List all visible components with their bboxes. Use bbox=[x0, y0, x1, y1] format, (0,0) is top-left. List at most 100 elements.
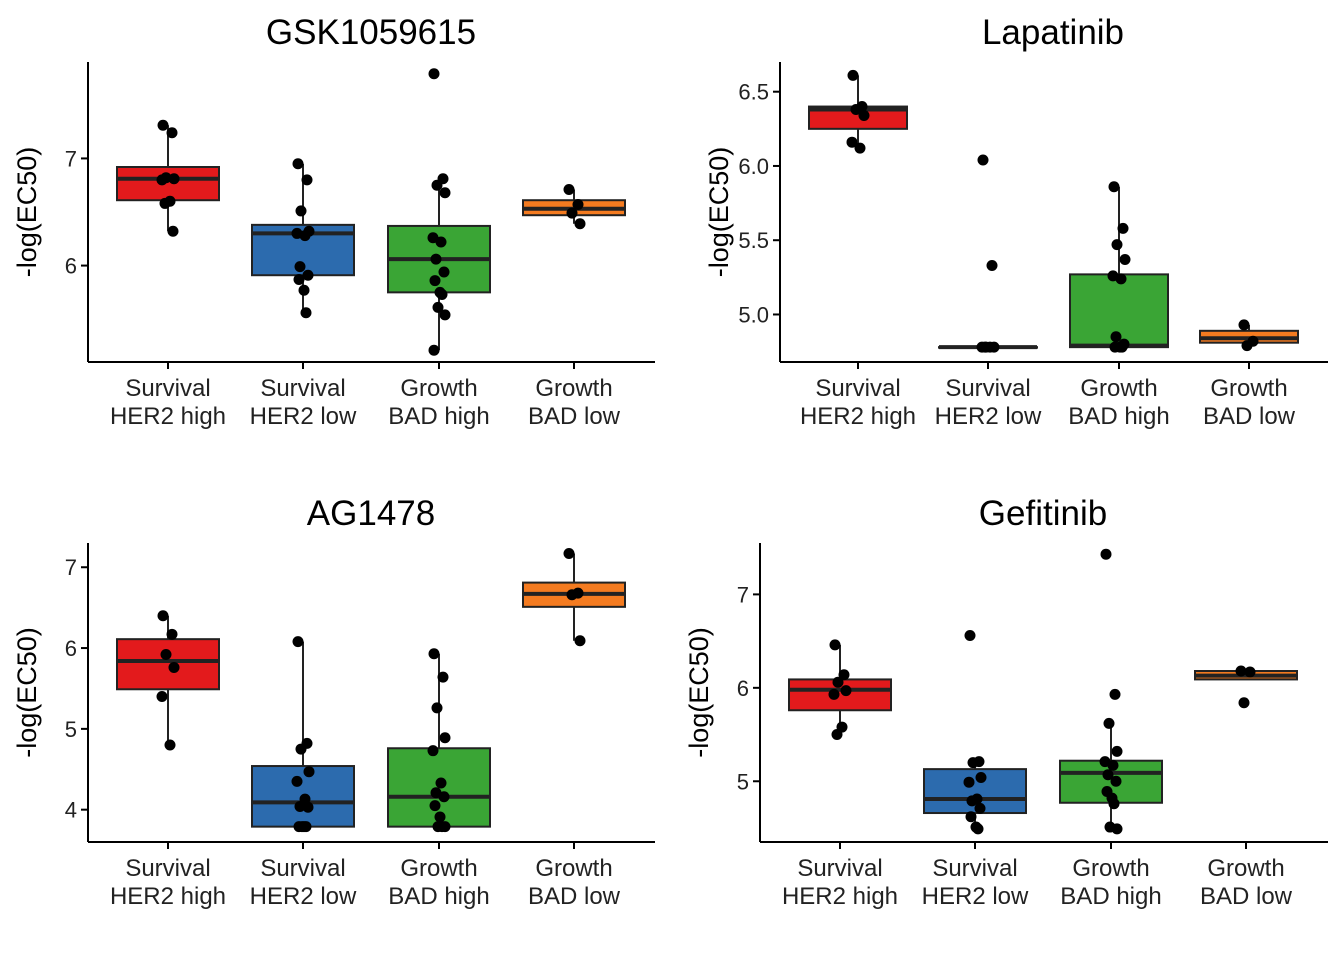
y-axis-label: -log(EC50) bbox=[684, 627, 714, 758]
x-tick-label: BAD high bbox=[1068, 403, 1169, 430]
data-point bbox=[1100, 548, 1112, 560]
data-point bbox=[168, 661, 180, 673]
data-point bbox=[850, 104, 862, 116]
data-point bbox=[854, 142, 866, 154]
data-point bbox=[1110, 331, 1122, 343]
data-point bbox=[431, 179, 443, 191]
x-tick-label: Growth bbox=[400, 375, 477, 402]
data-point bbox=[831, 729, 843, 741]
panel-1: Lapatinib-log(EC50)5.05.56.06.5SurvivalH… bbox=[704, 13, 1328, 430]
y-tick-label: 6 bbox=[65, 254, 77, 279]
y-tick-label: 7 bbox=[65, 146, 77, 171]
x-tick-label: HER2 high bbox=[782, 883, 898, 910]
x-tick-label: HER2 high bbox=[800, 403, 916, 430]
data-point bbox=[846, 136, 858, 148]
y-axis-label: -log(EC50) bbox=[704, 147, 734, 278]
box-2 bbox=[387, 178, 491, 351]
data-point bbox=[1238, 697, 1250, 709]
x-tick-label: HER2 low bbox=[250, 403, 357, 430]
data-point bbox=[428, 648, 440, 660]
data-point bbox=[439, 187, 451, 199]
box-rect bbox=[116, 166, 220, 202]
data-point bbox=[566, 207, 578, 219]
x-tick-label: HER2 high bbox=[110, 883, 226, 910]
data-point bbox=[1111, 239, 1123, 251]
data-point bbox=[986, 259, 998, 271]
data-point bbox=[295, 205, 307, 217]
data-point bbox=[972, 823, 984, 835]
data-point bbox=[437, 671, 449, 683]
data-point bbox=[298, 284, 310, 296]
panel-title: Gefitinib bbox=[979, 494, 1107, 533]
data-point bbox=[828, 688, 840, 700]
data-point bbox=[293, 274, 305, 285]
data-point bbox=[294, 800, 306, 812]
data-point bbox=[1110, 775, 1122, 787]
data-point bbox=[1102, 769, 1114, 781]
data-point bbox=[1108, 181, 1120, 193]
data-point bbox=[1119, 254, 1131, 266]
data-point bbox=[974, 802, 986, 814]
data-point bbox=[292, 636, 304, 648]
y-tick-label: 5.5 bbox=[738, 228, 769, 253]
data-point bbox=[965, 811, 977, 823]
x-tick-label: Survival bbox=[125, 855, 210, 882]
data-point bbox=[964, 630, 976, 642]
data-point bbox=[430, 253, 442, 265]
data-point bbox=[439, 732, 451, 744]
data-point bbox=[1109, 688, 1121, 700]
data-point bbox=[431, 702, 443, 714]
data-point bbox=[1235, 665, 1247, 677]
data-point bbox=[434, 811, 446, 823]
data-point bbox=[572, 199, 584, 210]
x-tick-label: Growth bbox=[535, 855, 612, 882]
data-point bbox=[164, 739, 176, 751]
data-point bbox=[438, 266, 450, 278]
data-point bbox=[1103, 717, 1115, 729]
data-point bbox=[296, 821, 308, 833]
x-tick-label: Survival bbox=[932, 855, 1017, 882]
data-point bbox=[847, 69, 859, 81]
x-tick-label: BAD low bbox=[1203, 403, 1296, 430]
data-point bbox=[1111, 745, 1123, 757]
x-tick-label: Survival bbox=[815, 375, 900, 402]
data-point bbox=[439, 309, 451, 321]
data-point bbox=[977, 154, 989, 166]
data-point bbox=[429, 275, 441, 287]
data-point bbox=[975, 772, 987, 784]
x-tick-label: HER2 low bbox=[935, 403, 1042, 430]
data-point bbox=[429, 800, 441, 812]
panel-title: GSK1059615 bbox=[266, 13, 476, 52]
data-point bbox=[295, 743, 307, 755]
data-point bbox=[963, 776, 975, 788]
data-point bbox=[832, 676, 844, 688]
y-tick-label: 5.0 bbox=[738, 302, 769, 327]
y-tick-label: 7 bbox=[737, 582, 749, 607]
y-axis-label: -log(EC50) bbox=[12, 147, 42, 278]
y-tick-label: 6 bbox=[737, 676, 749, 701]
x-tick-label: Survival bbox=[260, 855, 345, 882]
y-tick-label: 6.5 bbox=[738, 80, 769, 105]
data-point bbox=[829, 639, 841, 651]
data-point bbox=[167, 225, 179, 237]
data-point bbox=[156, 691, 168, 703]
x-tick-label: BAD high bbox=[1060, 883, 1161, 910]
y-tick-label: 7 bbox=[65, 555, 77, 580]
x-tick-label: BAD low bbox=[528, 403, 621, 430]
data-point bbox=[1238, 319, 1250, 331]
data-point bbox=[427, 745, 439, 757]
y-tick-label: 5 bbox=[65, 717, 77, 742]
x-tick-label: BAD low bbox=[528, 883, 621, 910]
box-rect bbox=[116, 638, 220, 691]
data-point bbox=[302, 801, 314, 813]
x-tick-label: Survival bbox=[797, 855, 882, 882]
data-point bbox=[428, 68, 440, 80]
x-tick-label: Growth bbox=[1207, 855, 1284, 882]
box-0 bbox=[116, 615, 220, 746]
data-point bbox=[979, 341, 991, 353]
data-point bbox=[858, 109, 870, 121]
